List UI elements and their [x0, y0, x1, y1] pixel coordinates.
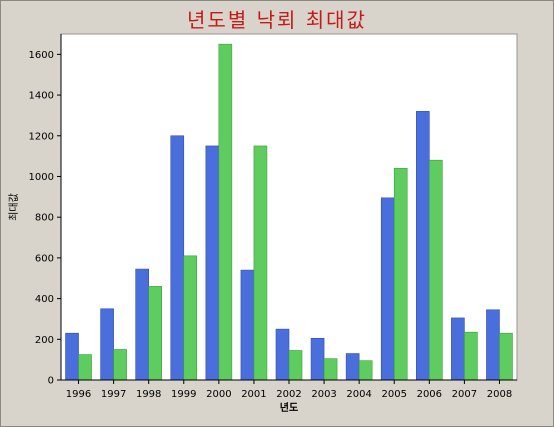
x-ticks: 1996 1997 1998 1999 2000 2001 2002 2003 2004 2005… — [66, 380, 512, 400]
x-tick-label: 1996 — [66, 389, 91, 400]
x-tick-label: 2008 — [487, 389, 512, 400]
bar-1-2007 — [451, 317, 465, 381]
bar-1-2005 — [380, 197, 395, 381]
bar-2-1999 — [183, 255, 198, 381]
plot-area — [60, 33, 518, 381]
bar-2-1997 — [113, 349, 127, 381]
bar-1-2006 — [416, 111, 430, 381]
bar-1-2004 — [345, 353, 360, 381]
bar-2-2008 — [499, 332, 513, 381]
bar-2-1996 — [78, 354, 92, 381]
bar-1-2003 — [310, 337, 325, 381]
bar-2-2000 — [218, 43, 233, 381]
y-tick-label: 200 — [35, 335, 54, 346]
x-tick-label: 2001 — [241, 389, 266, 400]
bar-2-2003 — [323, 358, 338, 381]
x-tick-label: 2004 — [346, 389, 371, 400]
y-tick-label: 1600 — [29, 50, 54, 61]
x-axis-title: 년도 — [280, 401, 298, 414]
x-tick-label: 2002 — [276, 389, 301, 400]
bar-2-2006 — [429, 159, 443, 381]
chart-title: 년도별 낙뢰 최대값 — [187, 8, 367, 32]
x-tick-label: 2000 — [206, 389, 231, 400]
x-tick-label: 2003 — [311, 389, 336, 400]
bar-2-2007 — [464, 331, 478, 381]
bar-2-1998 — [148, 286, 162, 381]
y-tick-label: 600 — [35, 253, 54, 264]
bar-2-2002 — [288, 350, 303, 381]
bar-1-2001 — [240, 269, 255, 381]
bar-1-2008 — [486, 309, 500, 381]
bar-2-2001 — [253, 145, 268, 381]
bar-1-2000 — [205, 145, 220, 381]
y-ticks: 0 200 400 600 800 1000 1200 1400 1600 — [29, 50, 61, 387]
bar-2-2005 — [393, 168, 408, 381]
bar-1-1998 — [135, 268, 149, 381]
y-tick-label: 400 — [35, 294, 54, 305]
x-tick-label: 2005 — [382, 389, 407, 400]
bar-1-1996 — [65, 332, 79, 381]
x-tick-label: 1999 — [171, 389, 196, 400]
bar-2-2004 — [358, 360, 373, 381]
bars-layer — [65, 43, 513, 381]
y-tick-label: 1200 — [29, 131, 54, 142]
y-tick-label: 1400 — [29, 91, 54, 102]
bar-1-2002 — [275, 328, 290, 381]
y-tick-label: 800 — [35, 213, 54, 224]
bar-1-1997 — [100, 308, 114, 381]
x-tick-label: 1997 — [101, 389, 126, 400]
bar-1-1999 — [170, 135, 185, 381]
y-tick-label: 0 — [48, 376, 54, 387]
x-tick-label: 2007 — [452, 389, 477, 400]
x-tick-label: 1998 — [136, 389, 161, 400]
y-axis-title: 최대값 — [8, 193, 20, 221]
y-tick-label: 1000 — [29, 172, 54, 183]
x-tick-label: 2006 — [417, 389, 442, 400]
